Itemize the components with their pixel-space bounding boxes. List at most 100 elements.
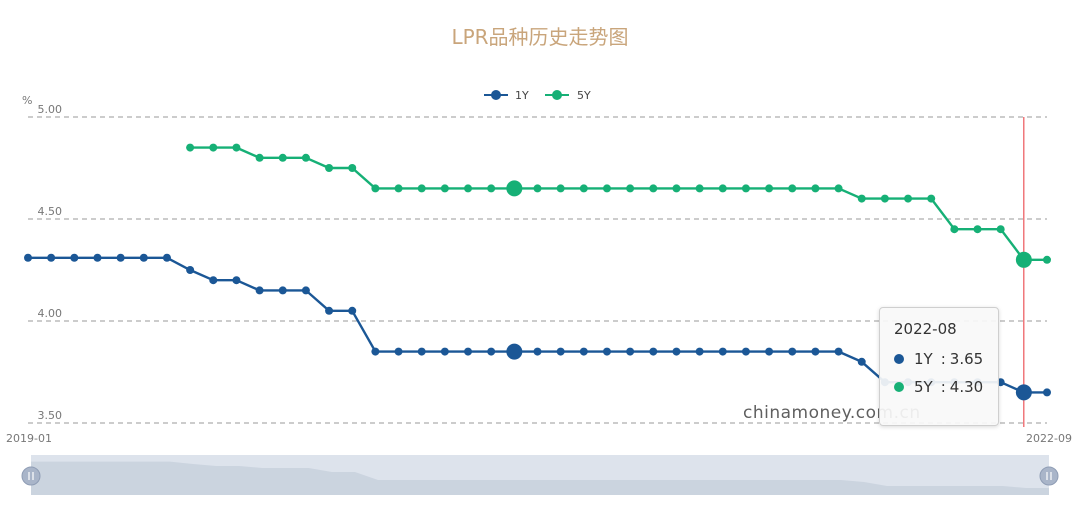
legend-marker-5y <box>552 90 562 100</box>
data-point-1y[interactable] <box>394 347 403 356</box>
data-point-5y[interactable] <box>672 184 681 193</box>
tooltip-series-5y: 5Y <box>914 378 933 396</box>
data-point-1y[interactable] <box>1043 388 1051 397</box>
data-point-1y[interactable] <box>649 347 658 356</box>
y-axis-unit: % <box>22 94 32 107</box>
data-point-1y[interactable] <box>672 347 681 356</box>
y-tick-label: 4.50 <box>38 205 63 218</box>
data-point-1y[interactable] <box>162 253 171 262</box>
data-point-5y[interactable] <box>973 225 982 234</box>
data-point-1y[interactable] <box>116 253 125 262</box>
data-point-5y[interactable] <box>602 184 611 193</box>
data-point-5y[interactable] <box>1015 251 1032 268</box>
x-axis-end-label: 2022-09 <box>1026 432 1072 445</box>
data-point-5y[interactable] <box>487 184 496 193</box>
legend-label-1y: 1Y <box>515 89 529 102</box>
grid: 5.00 4.50 4.00 3.50 <box>28 103 1047 424</box>
tooltip-date: 2022-08 <box>894 320 957 338</box>
data-point-1y[interactable] <box>533 347 542 356</box>
data-point-5y[interactable] <box>649 184 658 193</box>
data-point-1y[interactable] <box>506 343 523 360</box>
data-point-5y[interactable] <box>880 194 889 203</box>
data-point-1y[interactable] <box>487 347 496 356</box>
data-point-5y[interactable] <box>325 164 334 172</box>
data-point-5y[interactable] <box>927 194 936 203</box>
data-point-1y[interactable] <box>626 347 635 356</box>
data-point-1y[interactable] <box>741 347 750 356</box>
data-point-5y[interactable] <box>255 153 264 162</box>
data-point-5y[interactable] <box>556 184 565 193</box>
data-point-1y[interactable] <box>556 347 565 356</box>
data-point-1y[interactable] <box>348 306 357 315</box>
x-axis-start-label: 2019-01 <box>6 432 52 445</box>
tooltip-row-5y: 5Y : 4.30 <box>894 378 984 396</box>
data-point-1y[interactable] <box>464 347 473 356</box>
tooltip-value-5y: 4.30 <box>949 378 984 396</box>
data-point-1y[interactable] <box>70 253 79 262</box>
data-point-1y[interactable] <box>278 286 287 295</box>
data-point-5y[interactable] <box>348 164 357 172</box>
data-point-5y[interactable] <box>857 194 866 203</box>
data-point-1y[interactable] <box>232 276 241 285</box>
data-point-1y[interactable] <box>834 347 843 356</box>
data-point-1y[interactable] <box>718 347 727 356</box>
data-point-5y[interactable] <box>788 184 797 193</box>
data-point-5y[interactable] <box>904 194 913 203</box>
zoom-handle-left[interactable] <box>21 466 41 486</box>
data-point-1y[interactable] <box>765 347 774 356</box>
data-point-1y[interactable] <box>440 347 449 356</box>
legend-item-5y[interactable]: 5Y <box>545 89 591 102</box>
data-point-1y[interactable] <box>788 347 797 356</box>
legend[interactable]: 1Y 5Y <box>484 89 591 102</box>
data-point-1y[interactable] <box>1015 384 1032 401</box>
data-point-5y[interactable] <box>232 143 241 152</box>
data-point-1y[interactable] <box>325 306 334 315</box>
data-point-5y[interactable] <box>834 184 843 193</box>
tooltip-value-1y: 3.65 <box>949 350 984 368</box>
data-point-5y[interactable] <box>579 184 588 193</box>
data-point-1y[interactable] <box>47 253 56 262</box>
data-point-1y[interactable] <box>301 286 310 295</box>
data-point-5y[interactable] <box>765 184 774 193</box>
data-point-5y[interactable] <box>718 184 727 193</box>
data-point-5y[interactable] <box>533 184 542 193</box>
data-point-1y[interactable] <box>602 347 611 356</box>
data-point-1y[interactable] <box>857 357 866 366</box>
data-point-1y[interactable] <box>695 347 704 356</box>
data-point-1y[interactable] <box>186 266 195 274</box>
data-point-5y[interactable] <box>186 143 195 152</box>
zoom-handle-right[interactable] <box>1039 466 1059 486</box>
legend-item-1y[interactable]: 1Y <box>484 89 529 102</box>
data-point-5y[interactable] <box>506 180 523 197</box>
data-point-5y[interactable] <box>417 184 426 193</box>
data-point-5y[interactable] <box>950 225 959 234</box>
data-point-5y[interactable] <box>996 225 1005 234</box>
data-point-5y[interactable] <box>464 184 473 193</box>
data-point-1y[interactable] <box>139 253 148 262</box>
data-point-1y[interactable] <box>255 286 264 295</box>
data-point-5y[interactable] <box>371 184 380 193</box>
data-point-1y[interactable] <box>811 347 820 356</box>
data-point-1y[interactable] <box>417 347 426 356</box>
data-point-5y[interactable] <box>626 184 635 193</box>
chart-title: LPR品种历史走势图 <box>451 25 628 49</box>
data-point-5y[interactable] <box>278 153 287 162</box>
data-point-1y[interactable] <box>24 253 32 262</box>
data-point-5y[interactable] <box>209 143 218 152</box>
watermark: chinamoney.com.cn <box>743 403 921 423</box>
data-point-5y[interactable] <box>301 153 310 162</box>
data-point-5y[interactable] <box>695 184 704 193</box>
data-point-5y[interactable] <box>1043 255 1051 264</box>
data-point-5y[interactable] <box>811 184 820 193</box>
data-point-5y[interactable] <box>394 184 403 193</box>
data-point-1y[interactable] <box>371 347 380 356</box>
data-zoom-slider[interactable] <box>21 455 1059 495</box>
data-point-1y[interactable] <box>93 253 102 262</box>
data-point-1y[interactable] <box>209 276 218 285</box>
legend-marker-1y <box>491 90 501 100</box>
data-point-5y[interactable] <box>440 184 449 193</box>
data-point-5y[interactable] <box>741 184 750 193</box>
data-point-1y[interactable] <box>579 347 588 356</box>
y-tick-label: 3.50 <box>38 409 63 422</box>
